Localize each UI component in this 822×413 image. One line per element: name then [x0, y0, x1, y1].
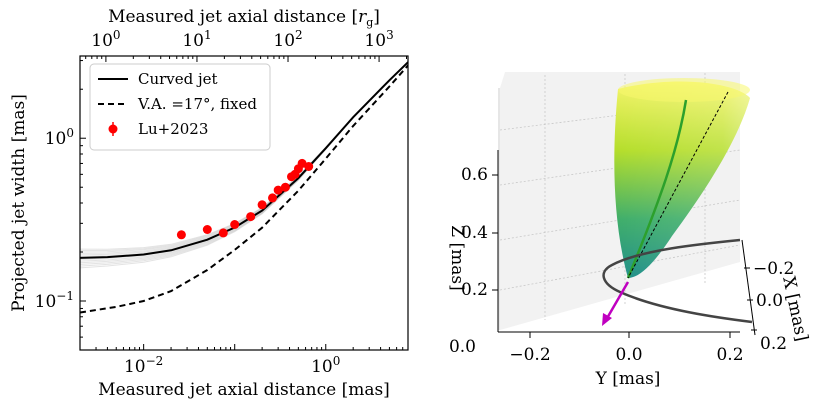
x-tick-label: 100 [311, 354, 340, 377]
top-x-tick-label: 102 [273, 28, 302, 51]
data-point [230, 220, 240, 229]
data-point [176, 230, 186, 240]
data-point [202, 225, 212, 234]
x-tick-0: −0.2 [753, 259, 794, 279]
y-axis-label-3d: Y [mas] [595, 369, 661, 389]
top-x-axis-label: Measured jet axial distance [rg] [108, 7, 380, 29]
legend-box [89, 63, 271, 151]
x-axis-line [741, 239, 756, 336]
data-point [218, 228, 228, 238]
series-va-fixed [80, 64, 408, 314]
z-tick-0: 0.2 [461, 280, 488, 300]
z-axis-label-3d: Z [mas] [447, 225, 467, 290]
x-tick-2: 0.2 [760, 334, 787, 354]
axis-ticks: 10−2 100 10−1 100 100 101 102 103 [35, 28, 409, 377]
top-x-tick-label: 100 [91, 28, 120, 51]
top-x-tick-label: 103 [364, 28, 393, 51]
jet-3d-plot: −0.2 0.0 0.2 0.6 0.4 0.2 0.0 −0.2 0.0 0.… [447, 72, 812, 389]
jet-width-chart: 10−2 100 10−1 100 100 101 102 103 Curved jet V.… [9, 7, 409, 400]
direction-arrow [604, 281, 630, 321]
data-point [257, 200, 267, 210]
jet-surface-rim [618, 78, 750, 102]
y-tick-0: −0.2 [509, 345, 550, 365]
x-axis-label-3d: X [mas] [778, 275, 811, 343]
y-tick-2: 0.2 [716, 345, 743, 365]
data-point [268, 193, 277, 203]
y-tick-label: 10−1 [35, 289, 74, 312]
legend-marker [108, 124, 118, 134]
data-points [176, 158, 314, 240]
y-tick-label: 100 [45, 126, 74, 149]
x-tick-label: 10−2 [124, 354, 163, 377]
data-point [280, 182, 290, 192]
data-point [304, 162, 314, 171]
data-point [246, 212, 256, 222]
z-tick-zero: 0.0 [449, 337, 476, 357]
legend-label-lu: Lu+2023 [138, 120, 208, 138]
legend: Curved jet V.A. =17°, fixed Lu+2023 [89, 63, 271, 151]
arrow-head [602, 313, 612, 326]
z-tick-2: 0.6 [461, 165, 488, 185]
fixed-axis-line [627, 91, 729, 279]
helix-projection [602, 238, 753, 324]
jet-axis-line [626, 99, 688, 279]
data-point [273, 185, 283, 195]
top-x-tick-label: 101 [182, 28, 211, 51]
y-axis-label: Projected jet width [mas] [9, 94, 29, 312]
z-tick-1: 0.4 [461, 223, 488, 243]
legend-label-va: V.A. =17°, fixed [137, 95, 257, 113]
x-tick-1: 0.0 [756, 291, 783, 311]
x-axis-label: Measured jet axial distance [mas] [98, 380, 390, 400]
y-tick-1: 0.0 [615, 345, 642, 365]
legend-label-curved: Curved jet [138, 70, 218, 88]
